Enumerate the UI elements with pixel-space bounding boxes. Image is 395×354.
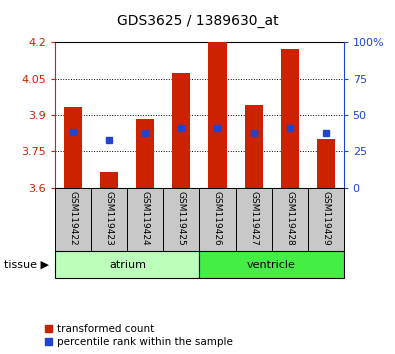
Legend: transformed count, percentile rank within the sample: transformed count, percentile rank withi…: [45, 324, 233, 347]
Bar: [245, 105, 263, 188]
Text: GSM119425: GSM119425: [177, 191, 186, 246]
Text: GSM119428: GSM119428: [285, 191, 294, 246]
Bar: [100, 172, 118, 188]
Bar: [55, 251, 199, 278]
Text: tissue ▶: tissue ▶: [4, 260, 49, 270]
Bar: [127, 188, 164, 251]
Bar: [199, 251, 344, 278]
Bar: [199, 188, 235, 251]
Text: ventricle: ventricle: [247, 259, 296, 270]
Bar: [136, 119, 154, 188]
Text: GSM119426: GSM119426: [213, 191, 222, 246]
Text: GSM119429: GSM119429: [321, 191, 330, 246]
Text: GSM119423: GSM119423: [105, 191, 114, 246]
Bar: [280, 48, 299, 188]
Text: GDS3625 / 1389630_at: GDS3625 / 1389630_at: [117, 14, 278, 28]
Text: GSM119422: GSM119422: [69, 191, 78, 245]
Bar: [235, 188, 272, 251]
Bar: [317, 139, 335, 188]
Bar: [91, 188, 127, 251]
Text: atrium: atrium: [109, 259, 146, 270]
Bar: [272, 188, 308, 251]
Text: GSM119424: GSM119424: [141, 191, 150, 245]
Bar: [55, 188, 91, 251]
Text: GSM119427: GSM119427: [249, 191, 258, 246]
Bar: [173, 73, 190, 188]
Bar: [209, 41, 226, 188]
Bar: [64, 107, 82, 188]
Bar: [164, 188, 199, 251]
Bar: [308, 188, 344, 251]
